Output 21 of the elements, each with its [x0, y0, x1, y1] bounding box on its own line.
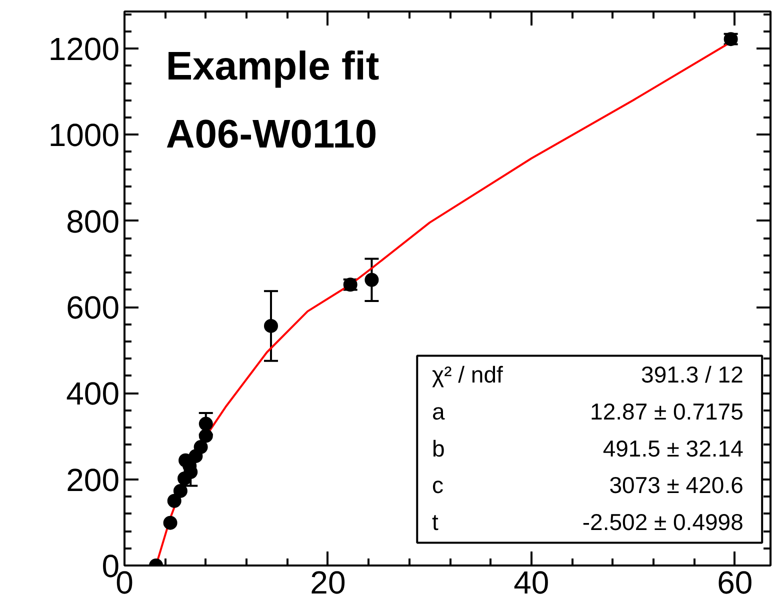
annotation: c: [432, 472, 444, 498]
annotation: 491.5 ± 32.14: [602, 435, 744, 462]
annotation: a: [432, 398, 445, 424]
x-tick-label: 60: [717, 564, 753, 600]
annotation: b: [432, 435, 445, 462]
y-tick-label: 800: [66, 203, 120, 240]
y-tick-label: 200: [66, 462, 120, 498]
annotation: χ² / ndf: [432, 362, 504, 388]
y-tick-label: 400: [66, 376, 120, 412]
y-tick-label: 1200: [48, 31, 120, 68]
y-tick-label: 600: [66, 290, 120, 326]
annotation: 391.3 / 12: [641, 362, 744, 388]
text: A06-W0110: [166, 112, 378, 156]
annotation: -2.502 ± 0.4998: [582, 509, 744, 536]
text: Example fit: [166, 44, 380, 89]
x-tick-label: 40: [514, 564, 550, 600]
annotation: t: [432, 509, 439, 536]
y-tick-label: 1000: [48, 117, 120, 154]
x-tick-label: 20: [310, 564, 346, 600]
annotation: 12.87 ± 0.7175: [590, 398, 744, 424]
annotation: 3073 ± 420.6: [609, 472, 744, 498]
